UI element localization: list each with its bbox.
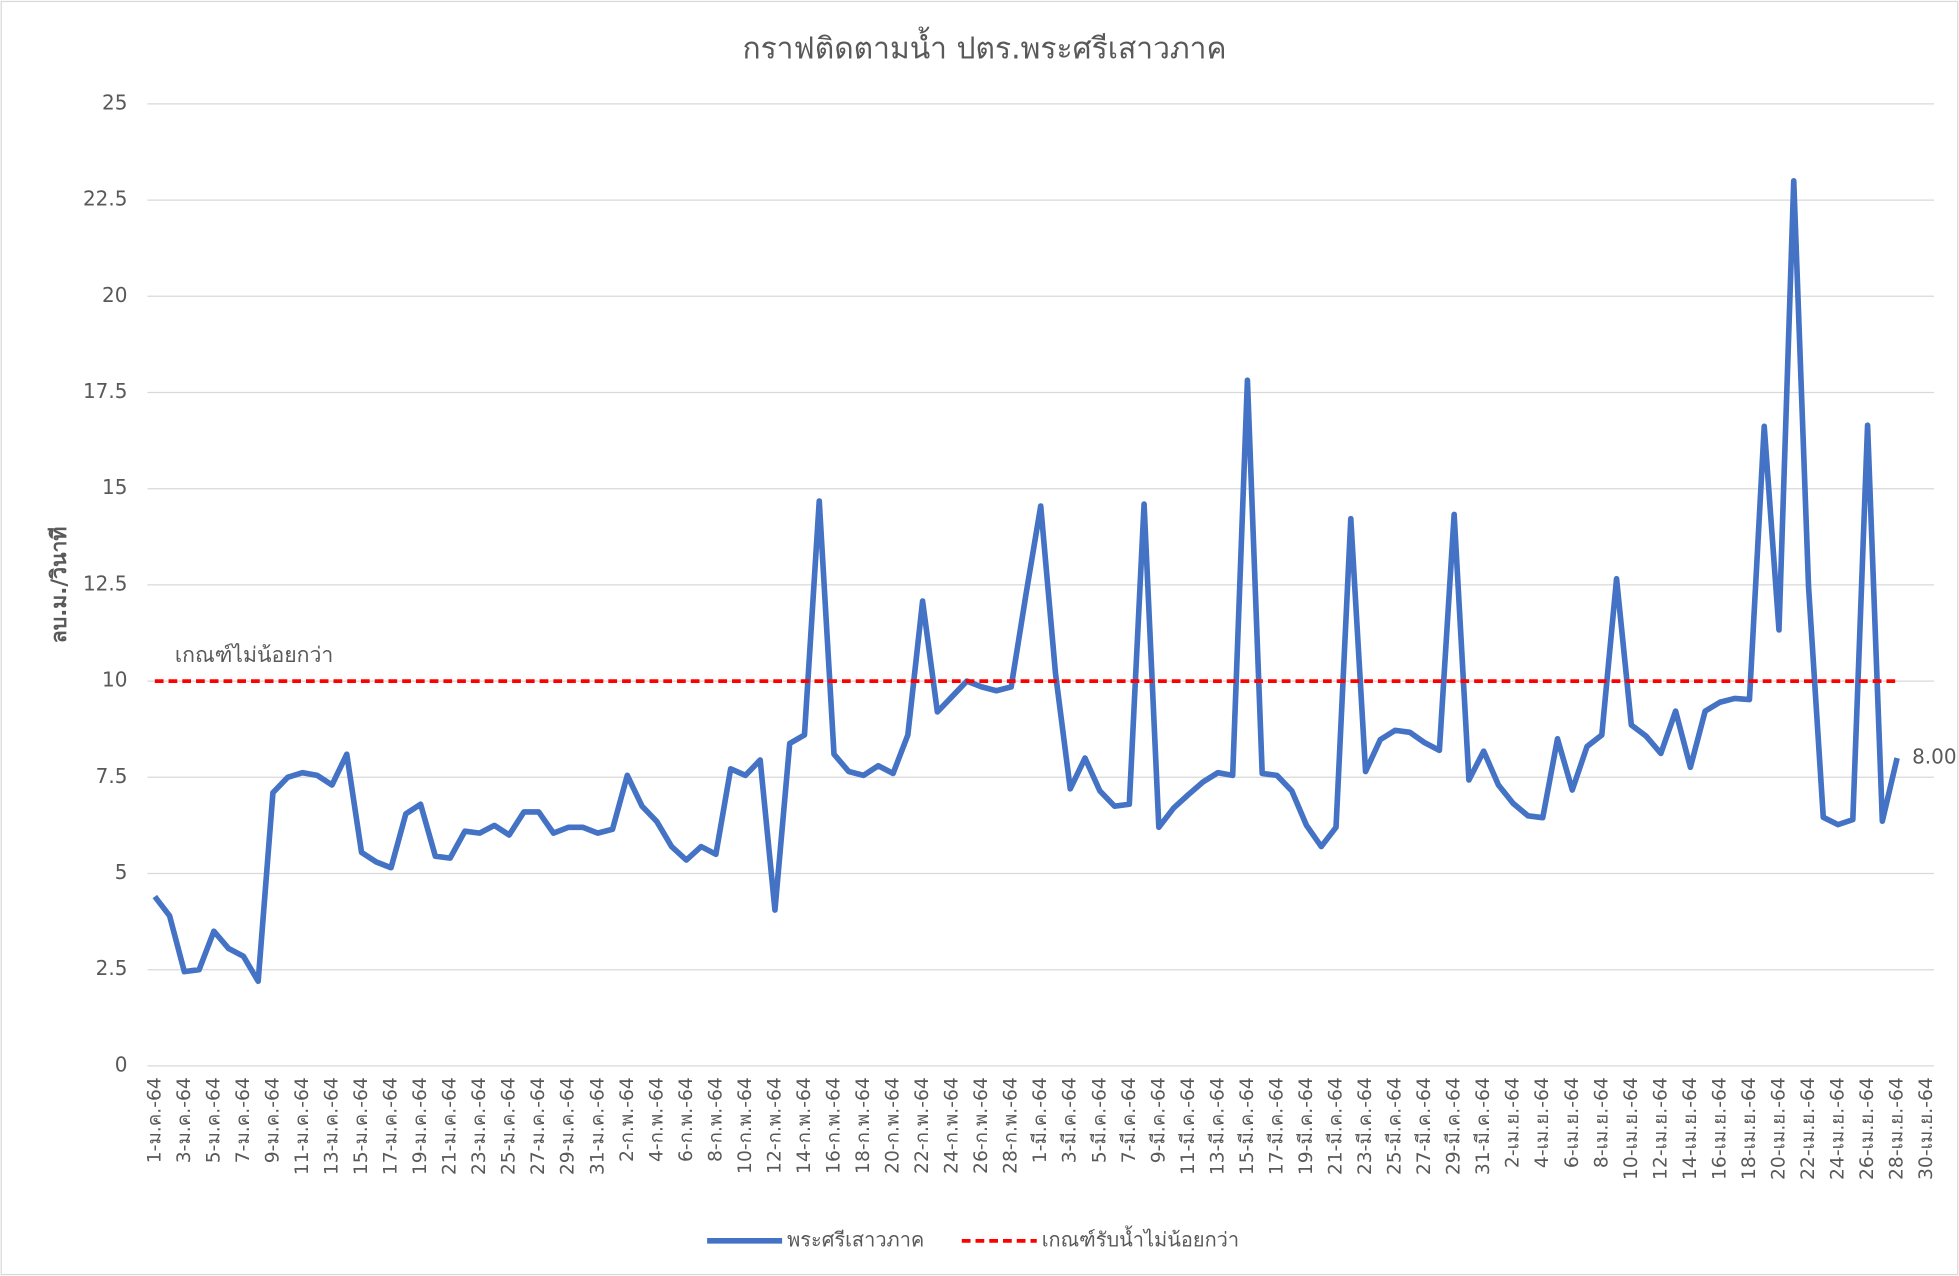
x-tick-label: 29-มี.ค.-64 bbox=[1444, 1077, 1465, 1175]
x-tick-label: 19-มี.ค.-64 bbox=[1296, 1077, 1317, 1175]
x-tick-label: 31-ม.ค.-64 bbox=[587, 1077, 608, 1175]
x-tick-label: 1-มี.ค.-64 bbox=[1030, 1077, 1051, 1163]
legend-label: พระศรีเสาวภาค bbox=[787, 1227, 924, 1251]
x-tick-label: 23-มี.ค.-64 bbox=[1355, 1077, 1376, 1175]
x-tick-label: 23-ม.ค.-64 bbox=[469, 1077, 490, 1175]
data-label: 8.00 bbox=[1912, 745, 1956, 769]
series-line bbox=[152, 178, 1900, 985]
x-tick-label: 5-ม.ค.-64 bbox=[203, 1077, 224, 1163]
x-tick-label: 9-ม.ค.-64 bbox=[262, 1077, 283, 1163]
y-tick-label: 15 bbox=[102, 475, 127, 499]
x-tick-label: 6-เม.ย.-64 bbox=[1562, 1077, 1583, 1168]
x-tick-label: 27-มี.ค.-64 bbox=[1414, 1077, 1435, 1175]
x-tick-label: 30-เม.ย.-64 bbox=[1916, 1077, 1937, 1180]
chart-title: กราฟติดตามน้ำ ปตร.พระศรีเสาวภาค bbox=[742, 27, 1226, 67]
x-tick-label: 10-ก.พ.-64 bbox=[735, 1077, 756, 1174]
x-tick-label: 15-มี.ค.-64 bbox=[1237, 1077, 1258, 1175]
x-tick-label: 13-ม.ค.-64 bbox=[321, 1077, 342, 1175]
x-tick-label: 11-ม.ค.-64 bbox=[292, 1077, 313, 1175]
y-tick-label: 10 bbox=[102, 668, 127, 692]
y-tick-label: 2.5 bbox=[96, 956, 128, 980]
x-tick-label: 5-มี.ค.-64 bbox=[1089, 1077, 1110, 1163]
x-tick-label: 24-ก.พ.-64 bbox=[942, 1077, 963, 1174]
x-tick-label: 1-ม.ค.-64 bbox=[144, 1077, 165, 1163]
x-tick-label: 16-เม.ย.-64 bbox=[1709, 1077, 1730, 1180]
x-tick-label: 21-มี.ค.-64 bbox=[1326, 1077, 1347, 1175]
x-tick-label: 4-ก.พ.-64 bbox=[646, 1077, 667, 1162]
x-tick-label: 14-เม.ย.-64 bbox=[1680, 1077, 1701, 1180]
x-tick-label: 12-เม.ย.-64 bbox=[1650, 1077, 1671, 1180]
x-tick-label: 18-เม.ย.-64 bbox=[1739, 1077, 1760, 1180]
x-tick-label: 14-ก.พ.-64 bbox=[794, 1077, 815, 1174]
x-tick-label: 2-ก.พ.-64 bbox=[617, 1077, 638, 1162]
x-tick-label: 11-มี.ค.-64 bbox=[1178, 1077, 1199, 1175]
x-tick-label: 26-ก.พ.-64 bbox=[971, 1077, 992, 1174]
x-tick-label: 31-มี.ค.-64 bbox=[1473, 1077, 1494, 1175]
x-tick-label: 3-ม.ค.-64 bbox=[174, 1077, 195, 1163]
legend-label: เกณฑ์รับน้ำไม่น้อยกว่า bbox=[1042, 1225, 1239, 1251]
x-tick-label: 28-ก.พ.-64 bbox=[1001, 1077, 1022, 1174]
x-tick-label: 4-เม.ย.-64 bbox=[1532, 1077, 1553, 1168]
x-tick-label: 3-มี.ค.-64 bbox=[1060, 1077, 1081, 1163]
x-tick-label: 8-เม.ย.-64 bbox=[1591, 1077, 1612, 1168]
y-tick-label: 0 bbox=[115, 1052, 128, 1076]
y-tick-label: 20 bbox=[102, 283, 127, 307]
x-tick-label: 22-เม.ย.-64 bbox=[1798, 1077, 1819, 1180]
x-tick-label: 25-ม.ค.-64 bbox=[499, 1077, 520, 1175]
x-tick-label: 10-เม.ย.-64 bbox=[1621, 1077, 1642, 1180]
x-tick-label: 24-เม.ย.-64 bbox=[1828, 1077, 1849, 1180]
x-tick-label: 7-ม.ค.-64 bbox=[233, 1077, 254, 1163]
x-tick-label: 15-ม.ค.-64 bbox=[351, 1077, 372, 1175]
x-tick-label: 17-ม.ค.-64 bbox=[381, 1077, 402, 1175]
x-tick-label: 25-มี.ค.-64 bbox=[1385, 1077, 1406, 1175]
x-tick-label: 8-ก.พ.-64 bbox=[705, 1077, 726, 1162]
x-tick-label: 22-ก.พ.-64 bbox=[912, 1077, 933, 1174]
y-tick-label: 12.5 bbox=[83, 571, 127, 595]
y-tick-label: 22.5 bbox=[83, 187, 127, 211]
y-tick-label: 17.5 bbox=[83, 379, 127, 403]
x-tick-label: 28-เม.ย.-64 bbox=[1887, 1077, 1908, 1180]
y-axis-label: ลบ.ม./วินาที bbox=[47, 527, 72, 644]
x-tick-label: 2-เม.ย.-64 bbox=[1503, 1077, 1524, 1168]
x-tick-label: 17-มี.ค.-64 bbox=[1266, 1077, 1287, 1175]
x-tick-label: 20-เม.ย.-64 bbox=[1768, 1077, 1789, 1180]
x-tick-label: 21-ม.ค.-64 bbox=[440, 1077, 461, 1175]
x-tick-label: 16-ก.พ.-64 bbox=[824, 1077, 845, 1174]
x-tick-label: 7-มี.ค.-64 bbox=[1119, 1077, 1140, 1163]
x-tick-label: 19-ม.ค.-64 bbox=[410, 1077, 431, 1175]
y-tick-label: 7.5 bbox=[96, 764, 128, 788]
annotation: เกณฑ์ไม่น้อยกว่า bbox=[175, 643, 333, 668]
x-tick-label: 18-ก.พ.-64 bbox=[853, 1077, 874, 1174]
x-tick-label: 6-ก.พ.-64 bbox=[676, 1077, 697, 1162]
y-tick-label: 25 bbox=[102, 90, 127, 114]
x-tick-label: 13-มี.ค.-64 bbox=[1207, 1077, 1228, 1175]
y-tick-label: 5 bbox=[115, 860, 128, 884]
x-tick-label: 26-เม.ย.-64 bbox=[1857, 1077, 1878, 1180]
x-tick-label: 27-ม.ค.-64 bbox=[528, 1077, 549, 1175]
x-tick-label: 20-ก.พ.-64 bbox=[883, 1077, 904, 1174]
x-tick-label: 9-มี.ค.-64 bbox=[1148, 1077, 1169, 1163]
x-tick-label: 29-ม.ค.-64 bbox=[558, 1077, 579, 1175]
x-tick-label: 12-ก.พ.-64 bbox=[764, 1077, 785, 1174]
